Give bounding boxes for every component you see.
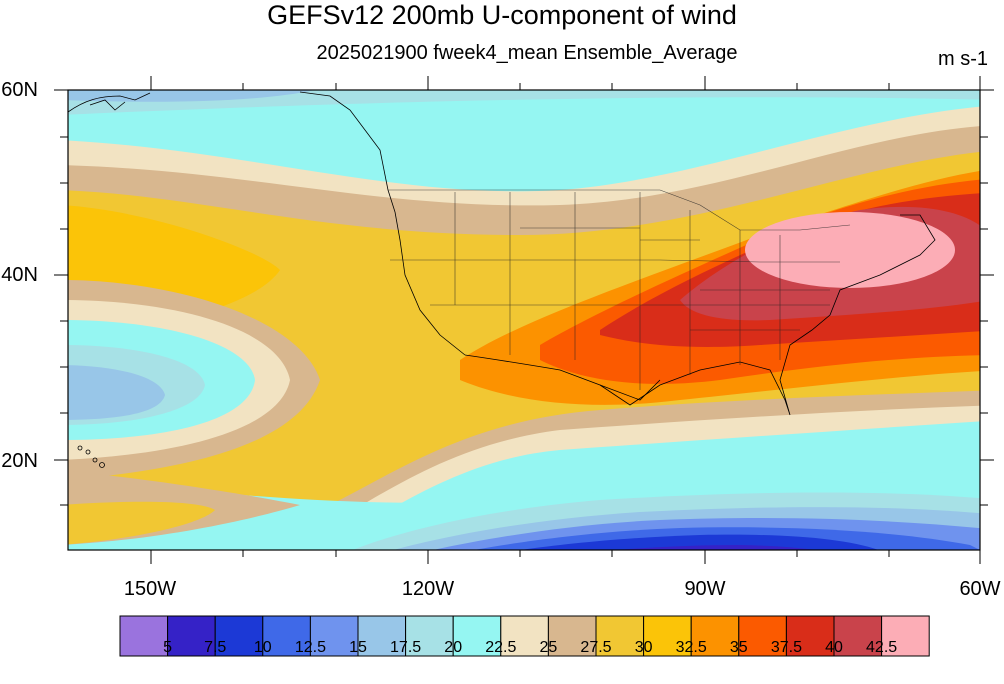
coastlines (68, 91, 936, 468)
colorbar-swatch (547, 615, 597, 657)
state-boundaries (388, 189, 851, 390)
colorbar-label: 30 (634, 639, 653, 656)
colorbar-label: 22.5 (485, 639, 517, 656)
wind-contour-field (68, 90, 980, 550)
lon-label-150w: 150W (123, 578, 177, 600)
lon-label-120w: 120W (401, 578, 455, 600)
colorbar-label: 10 (253, 639, 272, 656)
colorbar-label: 40 (825, 639, 843, 656)
lon-label-60w: 60W (959, 578, 1001, 600)
lon-label-90w: 90W (684, 578, 726, 600)
colorbar-label: 27.5 (580, 639, 612, 656)
colorbar-swatch (405, 615, 454, 657)
lat-label-40n: 40N (1, 264, 38, 286)
colorbar-label: 20 (444, 639, 463, 656)
colorbar-swatch (452, 615, 502, 657)
colorbar-label: 12.5 (294, 639, 326, 656)
colorbar-swatch (167, 615, 216, 657)
colorbar-label: 15 (349, 639, 367, 656)
colorbar-swatch (738, 615, 787, 657)
colorbar-label: 17.5 (390, 639, 422, 656)
lat-label-60n: 60N (1, 79, 38, 101)
colorbar-label: 35 (729, 639, 748, 656)
colorbar-swatch (262, 615, 311, 657)
colorbar-swatch (643, 615, 692, 657)
colorbar-label: 25 (539, 639, 558, 656)
colorbar-label: 32.5 (675, 639, 707, 656)
colorbar-label: 7.5 (204, 639, 227, 656)
colorbar-label: 5 (163, 639, 173, 656)
colorbar-swatch (119, 615, 169, 657)
colorbar (119, 615, 930, 657)
map-title: GEFSv12 200mb U-component of wind (267, 0, 737, 30)
axis-ticks (54, 76, 994, 564)
map-subtitle: 2025021900 fweek4_mean Ensemble_Average (316, 42, 738, 64)
colorbar-swatch (309, 615, 359, 657)
colorbar-swatch (595, 615, 645, 657)
colorbar-swatch (881, 615, 930, 657)
colorbar-swatch (785, 615, 835, 657)
units-label: m s-1 (938, 48, 988, 70)
colorbar-label: 37.5 (770, 639, 802, 656)
colorbar-label: 42.5 (866, 639, 898, 656)
colorbar-swatch (833, 615, 883, 657)
map-frame (67, 89, 981, 551)
colorbar-swatch (500, 615, 549, 657)
colorbar-swatch (690, 615, 740, 657)
lat-label-20n: 20N (1, 450, 38, 472)
